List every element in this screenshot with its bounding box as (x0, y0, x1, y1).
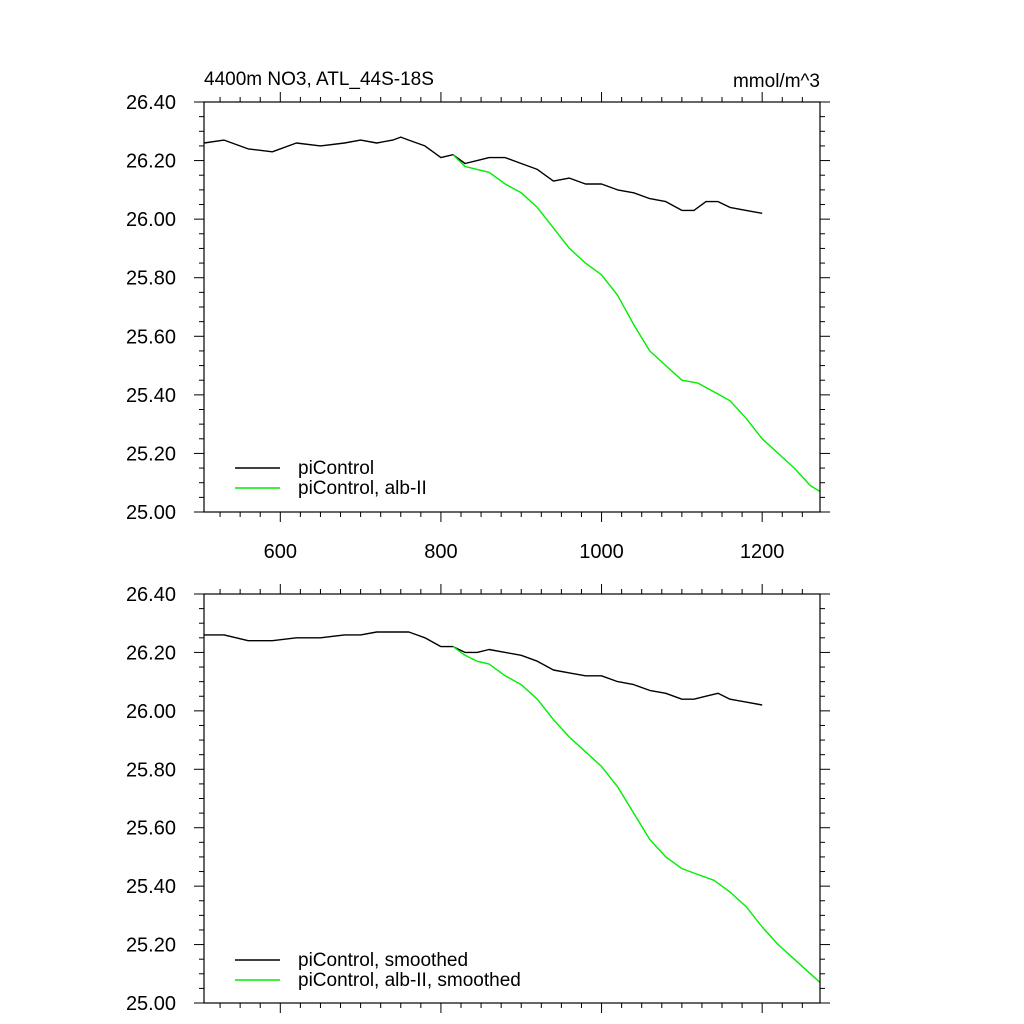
x-tick-label: 800 (424, 541, 457, 563)
series-line-0 (204, 136, 763, 214)
y-tick-label: 25.20 (126, 935, 176, 957)
legend-label: piControl, alb-II (298, 478, 427, 499)
y-tick-label: 26.20 (126, 642, 176, 664)
series-group (204, 631, 820, 984)
legend-label: piControl (298, 458, 374, 479)
series-line-1 (452, 154, 820, 493)
y-tick-label: 25.00 (126, 993, 176, 1015)
y-tick-label: 26.20 (126, 151, 176, 173)
y-tick-label: 25.40 (126, 385, 176, 407)
panel-bottom: 25.00 25.20 25.40 25.60 25.80 26.00 26.20 26.40… (126, 584, 830, 1015)
y-tick-label: 26.40 (126, 92, 176, 114)
series-line-1 (452, 646, 820, 984)
plot-frame (203, 101, 821, 513)
y-tick-label: 26.40 (126, 584, 176, 606)
y-tick-label: 25.80 (126, 268, 176, 290)
y-tick-label: 25.60 (126, 818, 176, 840)
plot-frame (203, 593, 821, 1004)
y-tick-label: 25.00 (126, 502, 176, 524)
x-tick-label: 1200 (740, 541, 785, 563)
y-tick-label: 25.80 (126, 759, 176, 781)
y-tick-label: 26.00 (126, 209, 176, 231)
series-line-0 (204, 631, 763, 706)
panel-top: 25.00 25.20 25.40 25.60 25.80 26.00 26.20 26.40… (126, 92, 830, 563)
legend-label: piControl, alb-II, smoothed (298, 970, 521, 991)
y-tick-label: 26.00 (126, 701, 176, 723)
legend-label: piControl, smoothed (298, 950, 468, 971)
x-tick-label: 600 (264, 541, 297, 563)
y-tick-label: 25.20 (126, 443, 176, 465)
chart-title: 4400m NO3, ATL_44S-18S (204, 69, 434, 90)
units-label: mmol/m^3 (733, 71, 820, 92)
x-tick-label: 1000 (579, 541, 624, 563)
y-tick-label: 25.60 (126, 326, 176, 348)
series-group (204, 136, 820, 493)
y-tick-label: 25.40 (126, 876, 176, 898)
